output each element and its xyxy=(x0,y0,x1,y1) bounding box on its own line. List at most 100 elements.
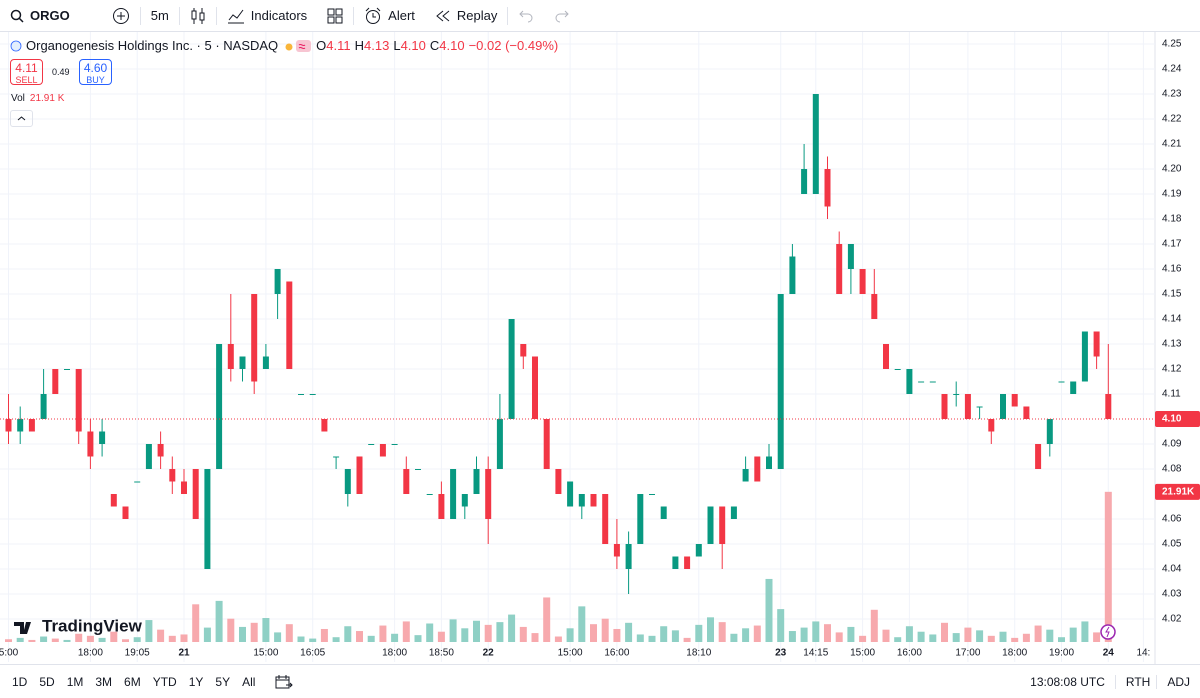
candle-body xyxy=(157,444,164,457)
range-button[interactable]: 1M xyxy=(66,674,84,689)
volume-bar xyxy=(917,631,925,642)
volume-bar xyxy=(461,628,469,642)
range-button[interactable]: 1D xyxy=(12,674,28,689)
layouts-button[interactable] xyxy=(317,0,353,31)
volume-bar xyxy=(344,626,352,642)
candle-body xyxy=(461,494,468,507)
range-button[interactable]: All xyxy=(242,674,256,689)
candle-body xyxy=(1093,331,1100,357)
volume-bar xyxy=(1069,627,1077,642)
replay-button[interactable]: Replay xyxy=(425,0,507,31)
volume-bar xyxy=(227,618,235,642)
volume-bar xyxy=(847,626,855,642)
candle-body xyxy=(333,456,340,458)
candle-body xyxy=(204,469,211,569)
goto-date-icon[interactable] xyxy=(275,674,294,690)
candle-body xyxy=(1081,331,1088,382)
logo-mark xyxy=(14,622,31,634)
candle-body xyxy=(578,494,585,507)
volume-bar xyxy=(332,637,340,642)
y-tick-label: 4.03 xyxy=(1162,589,1182,600)
range-button[interactable]: 3M xyxy=(95,674,113,689)
y-tick-label: 4.25 xyxy=(1162,39,1182,50)
symbol-search[interactable]: ORGO xyxy=(0,0,80,31)
axes: 4.02 4.03 4.04 4.05 4.06 4.08 4.09 4.11 4.12 4.13… xyxy=(0,39,1200,659)
chart-type[interactable] xyxy=(180,0,216,31)
volume-bar xyxy=(964,627,972,642)
y-tick-label: 4.16 xyxy=(1162,264,1182,275)
volume-bar xyxy=(636,634,644,642)
candle-body xyxy=(344,469,351,494)
candle-body xyxy=(5,419,12,432)
volume-bar xyxy=(788,631,796,642)
range-button[interactable]: YTD xyxy=(152,674,177,689)
interval[interactable]: 5m xyxy=(141,0,179,31)
candle-body xyxy=(637,494,644,544)
session-button[interactable]: RTH xyxy=(1114,674,1156,689)
logo: TradingView xyxy=(14,616,143,635)
range-button[interactable]: 5D xyxy=(39,674,55,689)
volume-bar xyxy=(976,630,984,642)
volume-legend: Vol 21.91 K xyxy=(11,93,64,104)
sell-button[interactable]: 4.11 SELL xyxy=(10,59,43,85)
candle-body xyxy=(684,556,691,569)
indicators-button[interactable]: Indicators xyxy=(217,0,317,31)
candle-body xyxy=(227,344,234,369)
search-icon xyxy=(10,9,24,23)
candle-body xyxy=(75,369,82,432)
volume-bar xyxy=(707,617,714,642)
candle-body xyxy=(918,381,925,383)
y-tick-label: 4.05 xyxy=(1162,539,1182,550)
candle-body xyxy=(1035,444,1042,469)
volume-bar xyxy=(51,638,59,642)
volume-bar xyxy=(122,639,129,642)
candle-body xyxy=(379,444,386,457)
volume-bar xyxy=(519,626,527,642)
collapse-button[interactable] xyxy=(10,110,33,127)
candle-body xyxy=(508,319,515,419)
volume-bar xyxy=(1011,637,1019,642)
volume-bar xyxy=(239,626,246,642)
candle-body xyxy=(87,431,94,457)
candle-body xyxy=(1058,381,1065,383)
candle-body xyxy=(929,381,936,383)
volume-bar xyxy=(168,635,176,642)
range-button[interactable]: 1Y xyxy=(188,674,204,689)
volume-bar xyxy=(777,609,785,642)
candle-body xyxy=(789,256,796,294)
adjust-button[interactable]: ADJ xyxy=(1156,674,1200,689)
undo-button[interactable] xyxy=(508,0,544,31)
volume-bar xyxy=(835,632,843,642)
replay-icon xyxy=(436,10,450,21)
candle-body xyxy=(532,356,538,419)
volume-bar xyxy=(285,624,293,642)
add-symbol[interactable] xyxy=(80,0,140,31)
candle-body xyxy=(274,269,281,294)
candle-body xyxy=(613,544,620,557)
clock: 13:08:08 UTC xyxy=(1030,674,1105,689)
volume-bar xyxy=(660,626,668,642)
range-button[interactable]: 5Y xyxy=(215,674,231,689)
alert-button[interactable]: Alert xyxy=(354,0,425,31)
candle-body xyxy=(1070,381,1077,394)
candle-body xyxy=(473,469,480,494)
buy-button[interactable]: 4.60 BUY xyxy=(79,59,112,85)
volume-bar xyxy=(1046,629,1054,642)
candle-body xyxy=(730,506,737,519)
ohlc-value: 4.11 xyxy=(326,38,351,53)
y-tick-label: 4.08 xyxy=(1162,464,1182,475)
candle-body xyxy=(415,469,421,470)
volume-bar xyxy=(941,622,948,642)
volume-bar xyxy=(683,637,691,642)
volume-bar xyxy=(671,630,679,642)
redo-button[interactable] xyxy=(544,0,580,31)
candle-body xyxy=(450,469,457,519)
volume-bar xyxy=(145,620,153,642)
volume-bar xyxy=(1104,491,1112,642)
volume-bar xyxy=(1058,637,1065,642)
x-tick-label: 23 xyxy=(775,648,787,659)
volume-bar xyxy=(86,635,94,642)
candle-body xyxy=(298,394,304,395)
range-button[interactable]: 6M xyxy=(124,674,141,689)
